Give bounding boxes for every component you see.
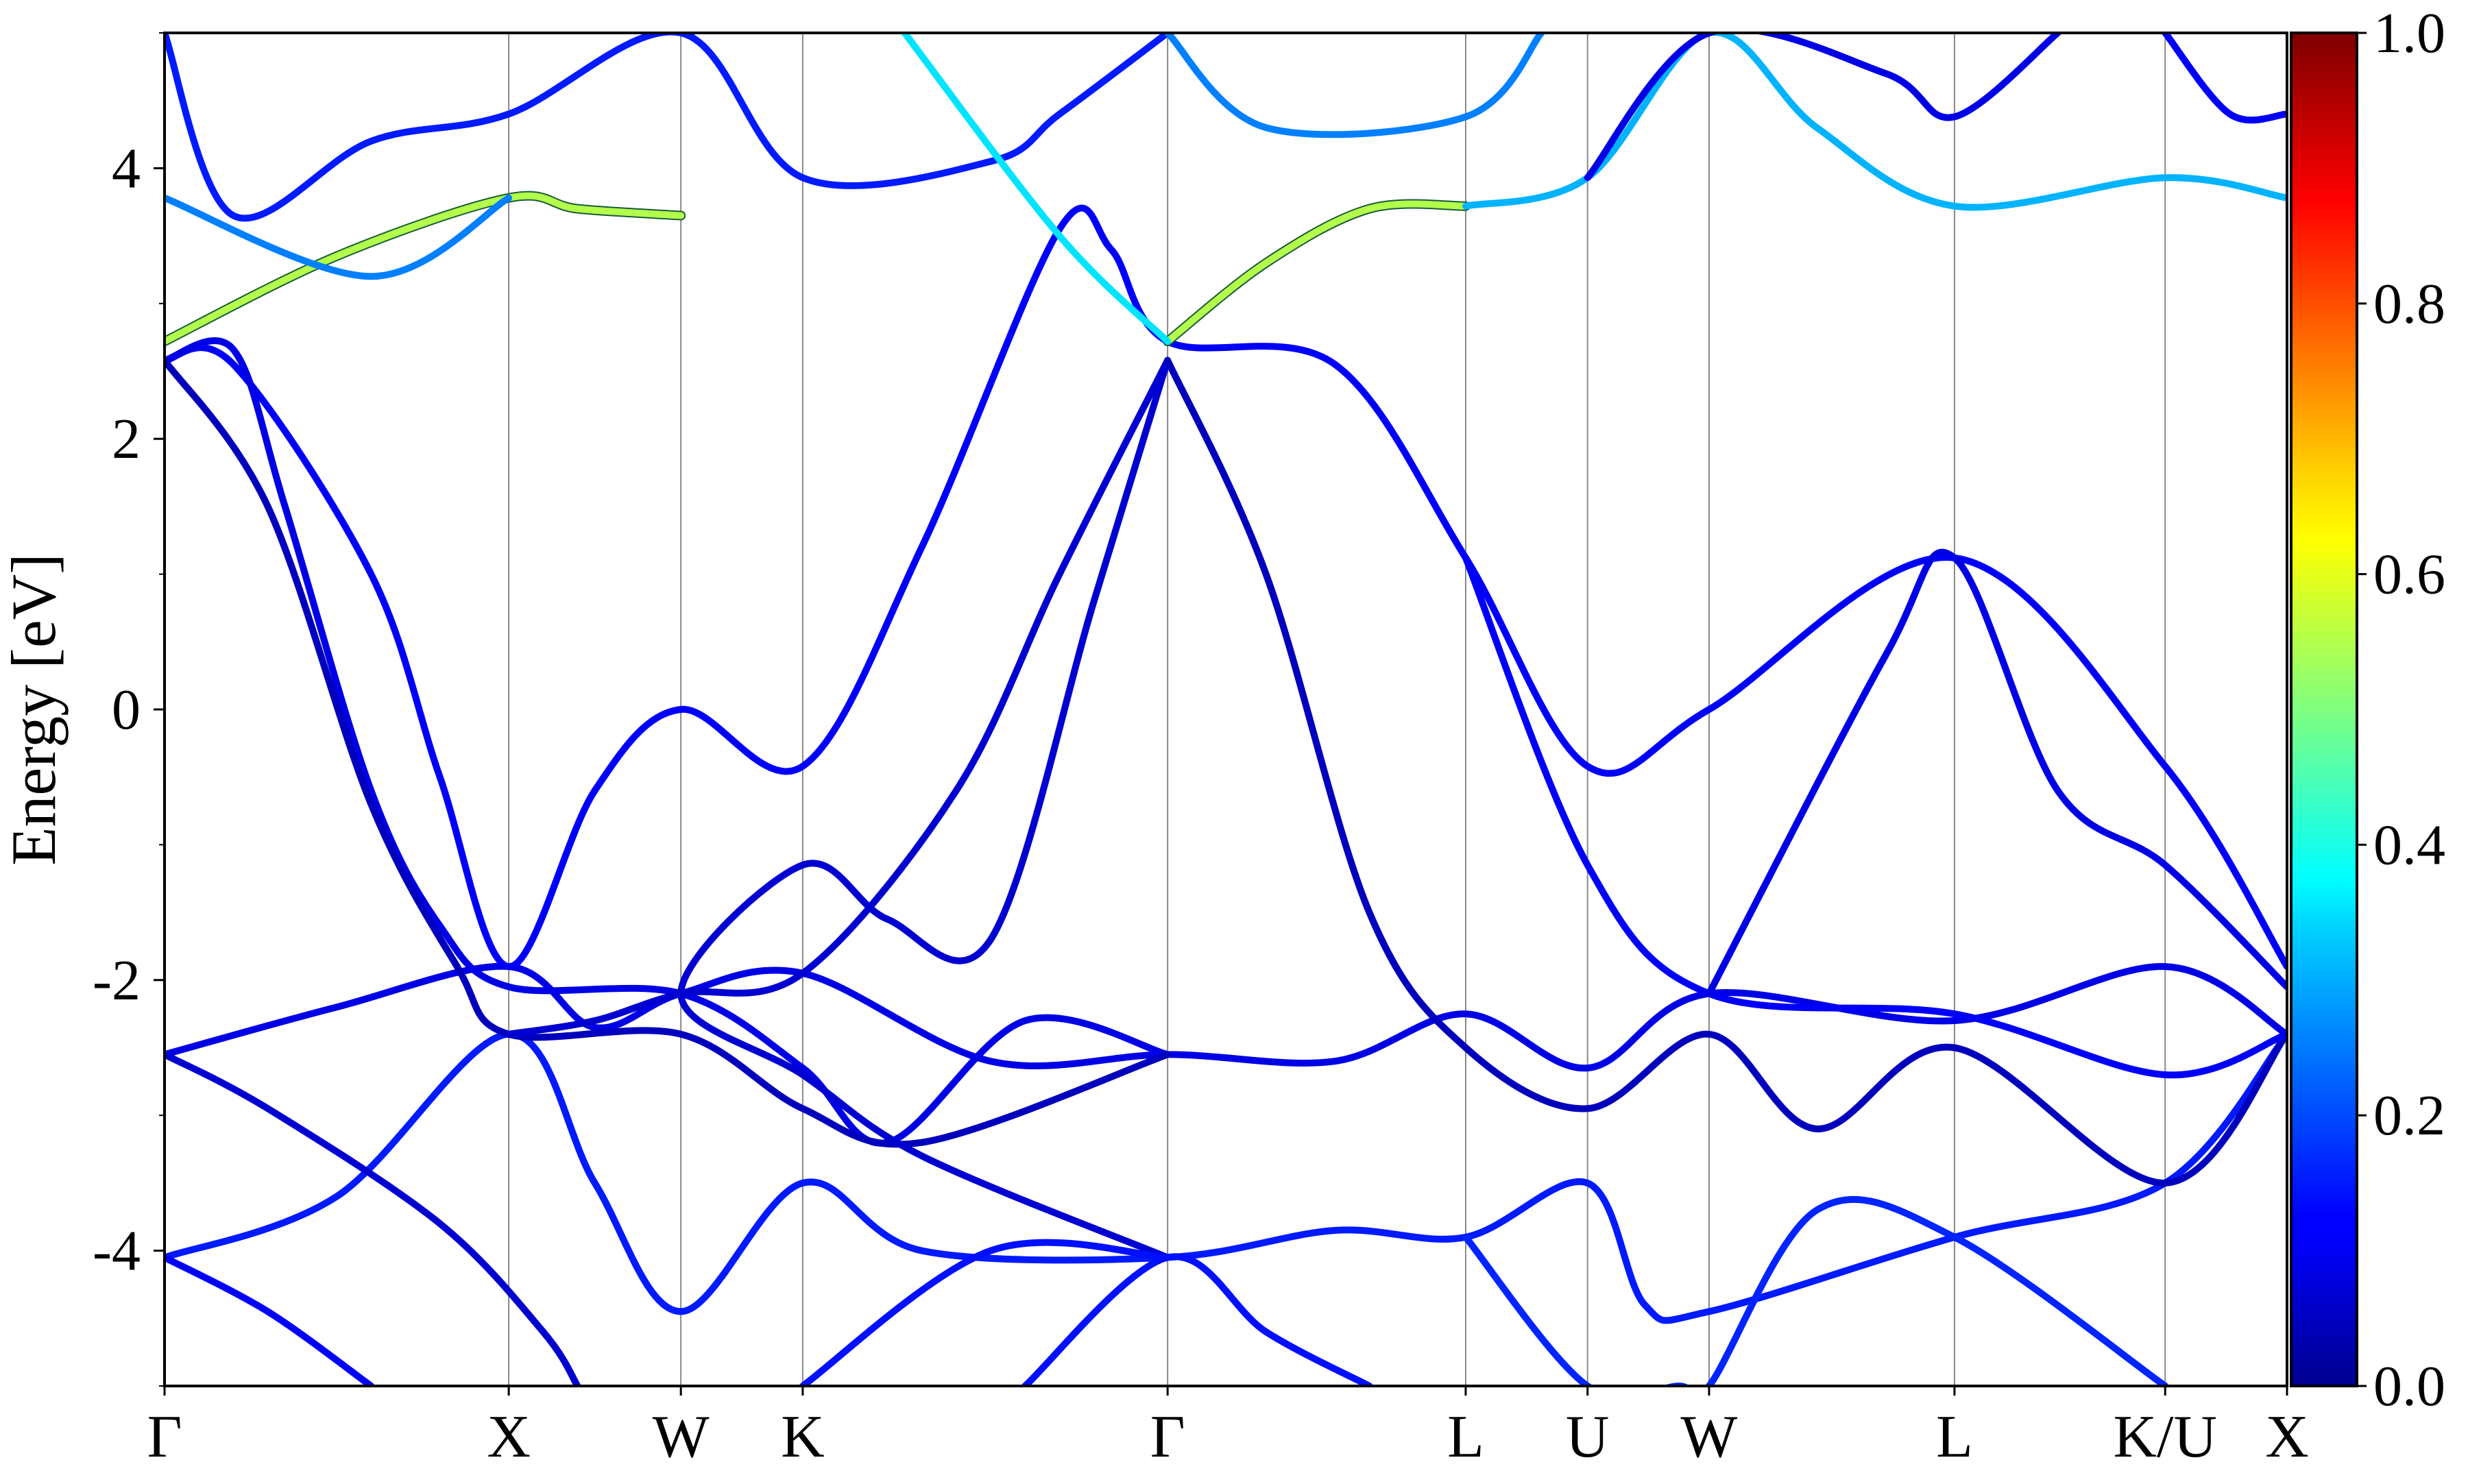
band-outline — [1163, 199, 1471, 347]
band-line-20 — [1164, 33, 1545, 138]
y-tick-label: -4 — [93, 1219, 141, 1283]
x-tick-label: K — [781, 1404, 825, 1470]
colorbar: 0.0 0.2 0.4 0.6 0.8 1.0 — [2290, 1, 2445, 1418]
band-line-16 — [165, 194, 513, 280]
band-line-4 — [165, 204, 2287, 971]
x-tick-label: W — [653, 1404, 710, 1470]
band-line-10 — [1462, 554, 2287, 1079]
band-line-19 — [165, 33, 1172, 222]
y-tick-label: 4 — [112, 136, 141, 200]
x-tick-label: L — [1936, 1404, 1973, 1470]
high-symmetry-lines — [508, 33, 2166, 1386]
colorbar-tick-label: 1.0 — [2373, 1, 2445, 65]
band-line-17 — [1164, 200, 1469, 345]
band-line-0 — [165, 1030, 2287, 1324]
colorbar-tick-label: 0.8 — [2373, 272, 2445, 336]
colorbar-ticks: 0.0 0.2 0.4 0.6 0.8 1.0 — [2357, 1, 2445, 1418]
band-line-1 — [165, 1254, 375, 1386]
band-line-21 — [901, 33, 1172, 345]
band-line-5 — [165, 337, 1172, 1147]
x-tick-label: K/U — [2113, 1404, 2217, 1470]
x-tick-label: L — [1447, 1404, 1484, 1470]
band-line-23 — [2162, 33, 2287, 124]
colorbar-tick-label: 0.4 — [2373, 813, 2445, 877]
band-line-11 — [1706, 548, 2287, 997]
band-line-8 — [677, 356, 1172, 1261]
y-axis-label: Energy [eV] — [0, 553, 69, 866]
x-tick-label: X — [2265, 1404, 2309, 1470]
colorbar-tick-label: 0.0 — [2373, 1354, 2445, 1418]
y-axis: -4 -2 0 2 4 — [93, 32, 165, 1387]
band-line-22 — [1584, 33, 2061, 182]
colorbar-gradient — [2290, 32, 2358, 1387]
bands-layer — [165, 33, 2287, 1386]
band-line-12 — [1021, 1253, 1373, 1386]
band-line-9 — [1164, 356, 2287, 1187]
colorbar-tick-label: 0.6 — [2373, 543, 2445, 607]
x-axis: Γ X W K Γ L U W L K/U X — [147, 1386, 2309, 1470]
band-line-14 — [1462, 1195, 2169, 1386]
plot-frame — [163, 32, 2288, 1387]
y-tick-label: 0 — [112, 678, 141, 742]
colorbar-tick-label: 0.2 — [2373, 1084, 2445, 1147]
y-tick-label: 2 — [112, 407, 141, 471]
x-tick-label: U — [1566, 1404, 1610, 1470]
band-line-3 — [165, 1051, 581, 1386]
band-line-13 — [799, 1239, 1172, 1386]
x-tick-label: W — [1680, 1404, 1737, 1470]
x-tick-label: Γ — [147, 1404, 182, 1470]
band-line-2 — [165, 962, 2287, 1072]
band-line-15 — [165, 192, 685, 345]
y-tick-label: -2 — [93, 949, 141, 1012]
band-line-18 — [1462, 33, 2287, 211]
x-tick-label: X — [487, 1404, 531, 1470]
x-tick-label: Γ — [1150, 1404, 1185, 1470]
